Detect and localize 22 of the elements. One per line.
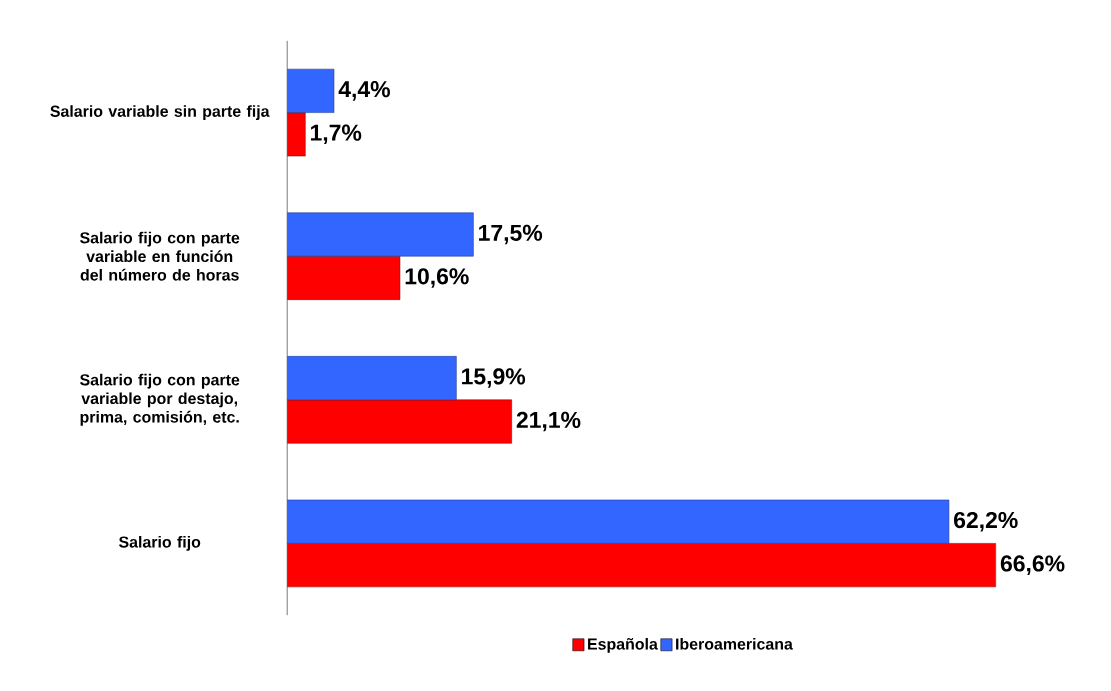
bar (287, 112, 306, 157)
y-tick-label: Salario fijo (118, 536, 201, 551)
bar (287, 356, 457, 401)
bar (287, 399, 512, 444)
data-label: 21,1% (516, 411, 581, 432)
y-tick-label: Salario fijo con parte variable en función del número de horas (80, 231, 240, 281)
data-label: 62,2% (954, 512, 1018, 532)
legend-label: Española (588, 638, 658, 653)
bar (287, 68, 335, 113)
data-label: 4,4% (338, 81, 390, 101)
data-label: 1,7% (310, 124, 362, 145)
bar (287, 499, 950, 544)
data-label: 10,6% (405, 268, 469, 288)
y-tick-label: Salario fijo con parte variable por destajo, prima, comisión, etc. (80, 373, 240, 426)
data-label: 15,9% (462, 368, 526, 388)
bar (287, 212, 474, 257)
legend-label: Iberoamericana (676, 638, 793, 650)
data-label: 66,6% (1000, 555, 1065, 576)
bar (287, 256, 401, 301)
data-label: 17,5% (479, 224, 543, 245)
bar (287, 543, 997, 588)
y-tick-label: Salario variable sin parte fija (50, 105, 270, 121)
